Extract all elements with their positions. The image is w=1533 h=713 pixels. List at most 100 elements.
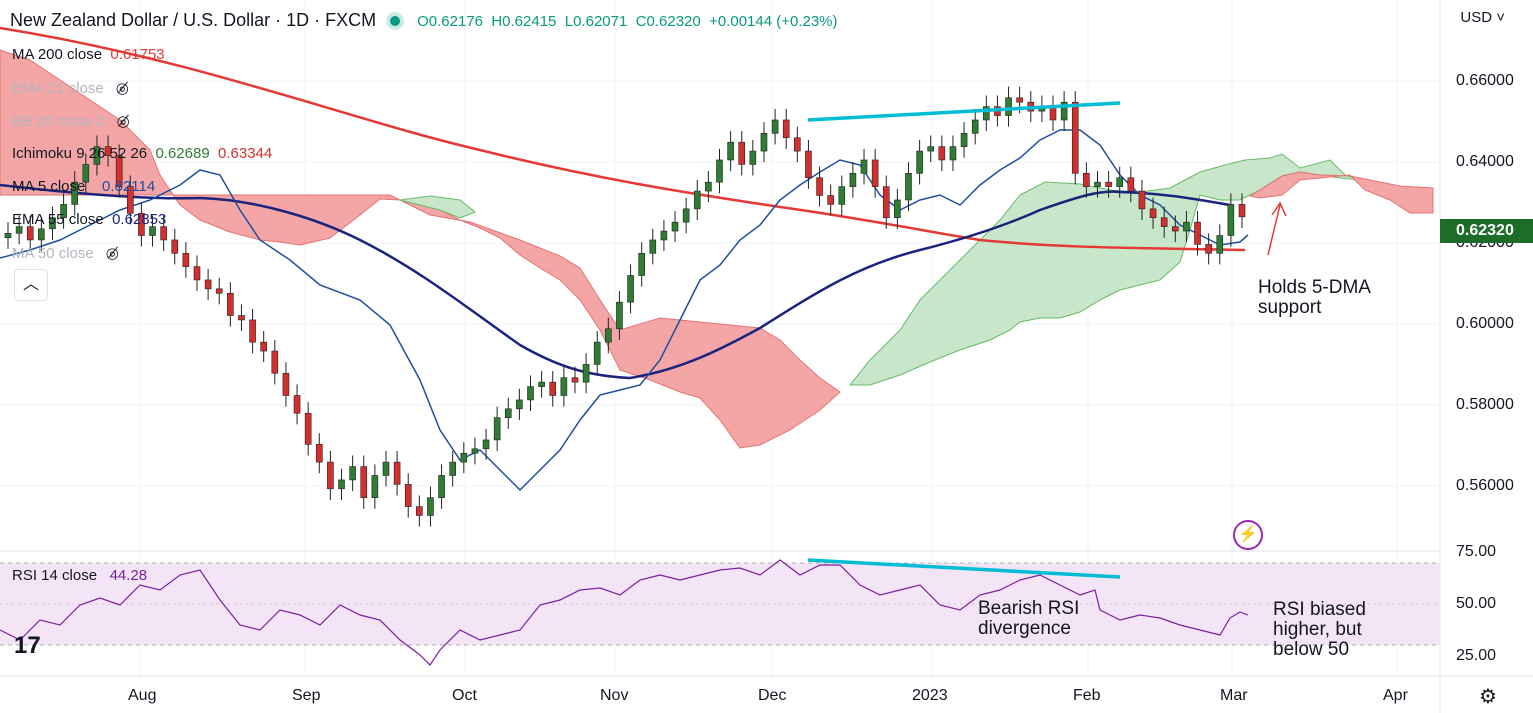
flash-alert-icon[interactable]: ⚡ bbox=[1233, 520, 1263, 550]
red-arrow bbox=[1267, 201, 1287, 256]
candle-down bbox=[293, 395, 301, 414]
ichimoku-cloud-bearish-2 bbox=[1248, 171, 1434, 214]
legend-ma5[interactable]: MA 5 close 0.62114 bbox=[12, 178, 156, 195]
price-tick: 0.58000 bbox=[1456, 396, 1514, 413]
candle-down bbox=[393, 461, 401, 485]
ma200-line bbox=[0, 26, 1246, 252]
tradingview-logo-icon[interactable]: 17 bbox=[14, 632, 41, 659]
ma5-line bbox=[0, 129, 1249, 492]
candle-down bbox=[1138, 190, 1146, 210]
candle-up bbox=[4, 232, 12, 239]
candle-down bbox=[260, 341, 267, 352]
candle-down bbox=[738, 141, 746, 165]
candle-up bbox=[771, 119, 779, 134]
symbol-title[interactable]: New Zealand Dollar / U.S. Dollar · 1D · … bbox=[10, 10, 377, 30]
candle-up bbox=[627, 275, 634, 303]
candle-up bbox=[1094, 181, 1101, 187]
candle-up bbox=[15, 226, 23, 234]
candle-down bbox=[816, 177, 823, 196]
time-tick: Apr bbox=[1383, 687, 1408, 704]
candle-down bbox=[126, 186, 134, 214]
candle-down bbox=[827, 195, 834, 205]
rsi-tick: 50.00 bbox=[1456, 595, 1497, 612]
time-tick: Feb bbox=[1073, 687, 1101, 704]
high-value: H0.62415 bbox=[491, 13, 557, 30]
candle-up bbox=[71, 181, 79, 205]
candle-up bbox=[49, 217, 56, 230]
candle-up bbox=[93, 146, 101, 165]
candle-up bbox=[916, 150, 923, 174]
candle-down bbox=[182, 252, 190, 267]
ichimoku-cloud-bullish-1 bbox=[399, 195, 476, 219]
price-tick: 0.56000 bbox=[1456, 477, 1514, 494]
candle-down bbox=[104, 146, 112, 156]
candle-down bbox=[1016, 97, 1023, 103]
legend-ichimoku[interactable]: Ichimoku 9 26 52 26 0.62689 0.63344 bbox=[12, 145, 273, 162]
symbol-header[interactable]: New Zealand Dollar / U.S. Dollar · 1D · … bbox=[10, 10, 838, 31]
change-value: +0.00144 (+0.23%) bbox=[709, 13, 838, 30]
time-tick: Aug bbox=[128, 687, 157, 704]
candle-up bbox=[527, 386, 534, 401]
candle-down bbox=[26, 226, 34, 241]
candle-down bbox=[282, 372, 290, 396]
candle-up bbox=[504, 408, 512, 418]
rsi-trendline bbox=[807, 558, 1121, 579]
candle-down bbox=[1160, 217, 1168, 227]
candle-up bbox=[760, 133, 768, 152]
price-tick: 0.60000 bbox=[1456, 315, 1514, 332]
candle-down bbox=[404, 484, 412, 507]
ichimoku-cloud-bearish-1 bbox=[0, 49, 841, 449]
annotation-rsi-biased: RSI biased higher, but below 50 bbox=[1273, 599, 1366, 660]
collapse-legend-button[interactable]: ︿ bbox=[14, 269, 48, 301]
time-tick: Oct bbox=[452, 687, 477, 704]
candle-down bbox=[805, 150, 812, 179]
candle-up bbox=[983, 106, 990, 121]
candle-down bbox=[416, 506, 423, 516]
candle-down bbox=[327, 461, 334, 490]
candle-up bbox=[38, 228, 45, 241]
candle-up bbox=[338, 479, 345, 490]
time-tick: Dec bbox=[758, 687, 787, 704]
candle-up bbox=[849, 172, 857, 187]
hidden-eye-icon[interactable]: ◎̸ bbox=[105, 245, 119, 262]
candle-up bbox=[671, 221, 679, 232]
candle-up bbox=[349, 466, 356, 481]
candle-down bbox=[115, 155, 123, 187]
settings-gear-icon[interactable]: ⚙ bbox=[1479, 686, 1497, 708]
candle-up bbox=[971, 119, 979, 134]
legend-bb20[interactable]: BB 20 close 2 ◎̸ bbox=[12, 113, 130, 130]
hidden-eye-icon[interactable]: ◎̸ bbox=[115, 80, 129, 97]
ohlc-values: O0.62176 H0.62415 L0.62071 C0.62320 +0.0… bbox=[417, 13, 837, 30]
candle-up bbox=[371, 475, 379, 498]
candle-up bbox=[1216, 235, 1224, 254]
legend-ema55[interactable]: EMA 55 close 0.62853 bbox=[12, 211, 167, 228]
candle-down bbox=[1149, 208, 1157, 219]
hidden-eye-icon[interactable]: ◎̸ bbox=[116, 113, 130, 130]
candle-up bbox=[894, 199, 901, 219]
candle-up bbox=[149, 226, 156, 236]
price-tick: 0.66000 bbox=[1456, 72, 1514, 89]
price-trendline bbox=[807, 101, 1121, 122]
candle-down bbox=[794, 137, 801, 152]
candle-up bbox=[716, 159, 723, 183]
candle-up bbox=[493, 417, 501, 441]
candle-up bbox=[516, 399, 523, 410]
candle-up bbox=[82, 164, 90, 183]
currency-selector[interactable]: USD ˅ bbox=[1460, 9, 1505, 26]
annotation-holds-support: Holds 5-DMA support bbox=[1258, 277, 1371, 318]
candles bbox=[4, 86, 1246, 527]
candle-up bbox=[538, 381, 545, 387]
candle-down bbox=[171, 239, 179, 254]
candle-down bbox=[138, 212, 145, 236]
legend-ema21[interactable]: EMA 21 close ◎̸ bbox=[12, 80, 129, 97]
candle-down bbox=[549, 381, 557, 396]
candle-down bbox=[871, 159, 879, 187]
legend-ma50[interactable]: MA 50 close ◎̸ bbox=[12, 245, 119, 262]
candle-up bbox=[427, 497, 434, 516]
candle-up bbox=[927, 146, 935, 152]
candle-up bbox=[1183, 221, 1190, 232]
legend-ma200[interactable]: MA 200 close 0.61753 bbox=[12, 46, 165, 63]
low-value: L0.62071 bbox=[564, 13, 628, 30]
rsi-legend[interactable]: RSI 14 close 44.28 bbox=[12, 567, 148, 584]
